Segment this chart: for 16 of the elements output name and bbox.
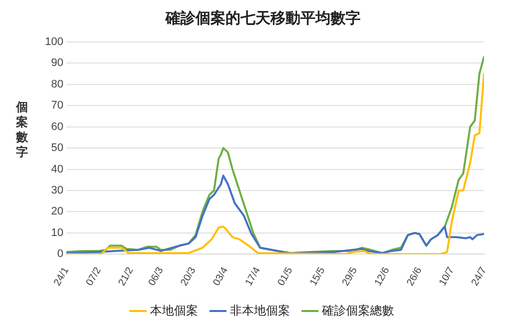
y-tick-label: 100 [44,36,64,48]
legend-label: 本地個案 [150,303,198,318]
y-tick-label: 50 [51,142,64,154]
y-tick-label: 20 [51,206,64,218]
y-tick-label: 90 [51,57,64,70]
legend-label: 確診個案總數 [321,303,394,318]
chart-title: 確診個案的七天移動平均數字 [164,8,360,27]
y-tick-label: 30 [51,184,64,197]
y-tick-label: 60 [51,120,64,133]
y-tick-label: 0 [57,248,64,260]
y-axis-title: 個案數字 [16,100,28,160]
y-tick-label: 80 [51,78,64,90]
legend-label: 非本地個案 [230,303,290,318]
y-tick-label: 40 [51,163,64,176]
y-tick-label: 70 [51,100,64,112]
y-tick-label: 10 [51,226,64,239]
